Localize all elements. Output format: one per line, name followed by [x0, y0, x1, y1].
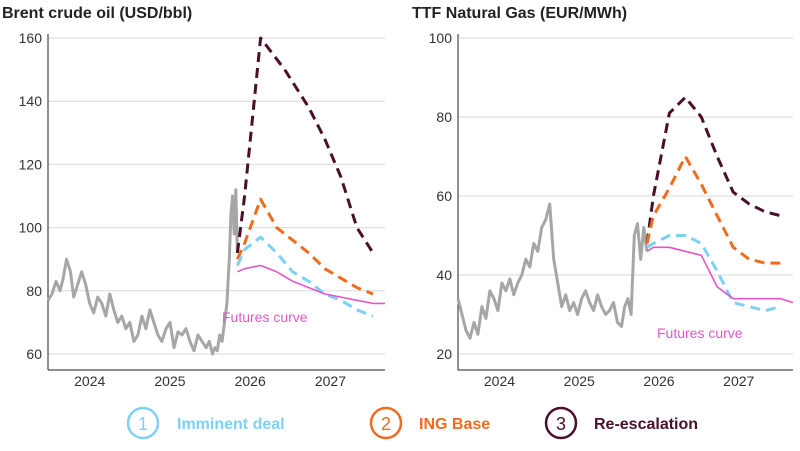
chart-title: Brent crude oil (USD/bbl) — [2, 5, 192, 22]
series-line-imminent — [236, 235, 374, 318]
brent-panel: Brent crude oil (USD/bbl) 60 80 100 120 140 16… — [2, 5, 385, 389]
y-tick-label: 100 — [19, 220, 43, 236]
series-line-imminent — [646, 234, 782, 313]
series-line-futures — [237, 264, 385, 305]
x-tick-label: 2025 — [154, 373, 185, 389]
series-line-history — [46, 188, 239, 356]
legend-number: 3 — [556, 414, 566, 434]
x-tick-label: 2024 — [74, 373, 105, 389]
y-tick-label: 80 — [436, 109, 452, 125]
legend-label-reescalation: Re-escalation — [594, 416, 698, 433]
series-line-history — [456, 202, 649, 340]
x-tick-label: 2027 — [315, 373, 346, 389]
y-tick-label: 40 — [436, 267, 452, 283]
legend: 1 Imminent deal 2 ING Base 3 Re-escalation — [126, 406, 698, 440]
x-tick-label: 2026 — [643, 373, 674, 389]
y-tick-label: 160 — [19, 30, 43, 46]
x-tick-label: 2026 — [235, 373, 266, 389]
x-tick-label: 2027 — [723, 373, 754, 389]
legend-marker-imminent — [126, 406, 160, 440]
y-tick-label: 60 — [26, 346, 42, 362]
legend-label-base: ING Base — [419, 416, 490, 433]
y-tick-label: 100 — [429, 30, 453, 46]
ttf-panel: TTF Natural Gas (EUR/MWh) 20 40 60 80 100 2024… — [412, 5, 794, 389]
futures-curve-label: Futures curve — [657, 325, 743, 341]
legend-label-imminent: Imminent deal — [177, 416, 285, 433]
chart-title: TTF Natural Gas (EUR/MWh) — [412, 5, 627, 22]
legend-number: 1 — [138, 414, 148, 434]
series-line-base — [645, 155, 781, 265]
y-tick-label: 80 — [26, 283, 42, 299]
legend-marker-reescalation — [544, 406, 578, 440]
legend-marker-base — [369, 406, 403, 440]
x-tick-label: 2025 — [564, 373, 595, 389]
y-tick-label: 120 — [19, 156, 43, 172]
series-line-base — [236, 197, 374, 296]
series-line-reescalation — [645, 95, 782, 244]
y-tick-label: 20 — [436, 346, 452, 362]
futures-curve-label: Futures curve — [222, 309, 308, 325]
x-tick-label: 2024 — [484, 373, 515, 389]
y-tick-label: 60 — [436, 188, 452, 204]
series-line-futures — [646, 246, 794, 304]
y-tick-label: 140 — [19, 93, 43, 109]
series-line-reescalation — [235, 36, 375, 254]
legend-number: 2 — [381, 414, 391, 434]
